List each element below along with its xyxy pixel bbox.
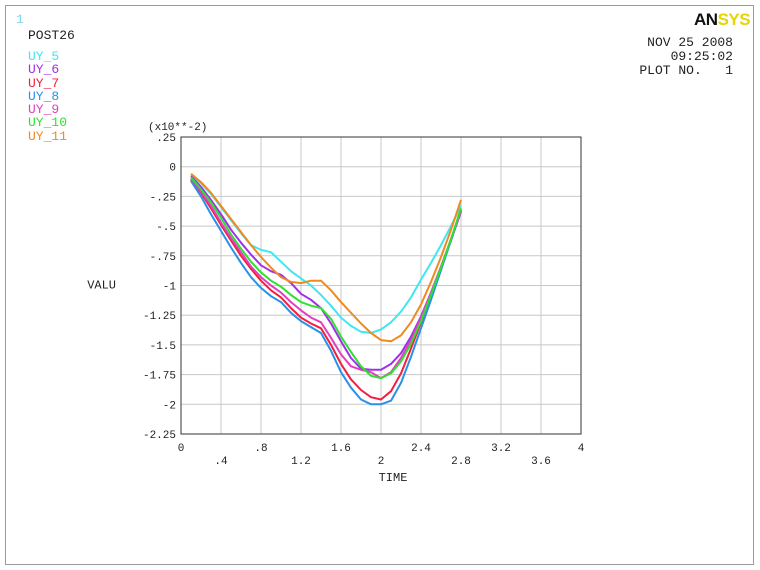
y-tick-label: -.5 <box>156 222 176 234</box>
legend-entry-uy-11: UY_11 <box>28 128 68 144</box>
y-tick-label: -2.25 <box>143 430 176 442</box>
x-tick-label: 3.2 <box>491 443 511 455</box>
y-tick-label: -1.5 <box>150 341 176 353</box>
series-line-uy-8 <box>190 180 462 406</box>
y-tick-label: -.25 <box>150 192 176 204</box>
logo-part-an: AN <box>694 10 718 29</box>
line-chart: .250-.25-.5-.75-1-1.25-1.5-1.75-2-2.250.… <box>87 122 585 485</box>
x-tick-label: 1.2 <box>291 456 311 468</box>
x-tick-label: .8 <box>254 443 267 455</box>
x-axis-title: TIME <box>379 471 408 485</box>
logo-part-sys: SYS <box>717 10 751 29</box>
legend: UY_5 UY_6 UY_7 UY_8 UY_9 UY_10 UY_11 <box>28 50 67 143</box>
legend-entry-uy-7: UY_7 <box>28 75 60 91</box>
y-multiplier-label: (x10**-2) <box>148 122 207 134</box>
plot-info: NOV 25 2008 09:25:02 PLOT NO. 1 <box>639 36 733 78</box>
x-tick-label: 2.4 <box>411 443 431 455</box>
y-tick-label: -1.25 <box>143 311 176 323</box>
y-tick-label: -.75 <box>150 252 176 264</box>
y-tick-label: -1.75 <box>143 371 176 383</box>
y-tick-label: -2 <box>163 400 176 412</box>
plot-time: 09:25:02 <box>670 49 733 64</box>
post-title: POST26 <box>28 28 75 43</box>
plot-date: NOV 25 2008 <box>647 35 733 50</box>
series-line-uy-10 <box>190 176 462 380</box>
y-tick-label: -1 <box>163 282 177 294</box>
x-tick-label: 0 <box>178 443 185 455</box>
legend-entry-uy-9: UY_9 <box>28 102 60 118</box>
legend-entry-uy-6: UY_6 <box>28 62 60 78</box>
x-tick-label: 2.8 <box>451 456 471 468</box>
series-line-uy-9 <box>190 177 462 380</box>
plot-border <box>180 136 582 435</box>
x-tick-label: 3.6 <box>531 456 551 468</box>
y-tick-label: 0 <box>169 163 176 175</box>
legend-entry-uy-5: UY_5 <box>28 49 60 64</box>
window-number: 1 <box>16 12 24 27</box>
x-tick-label: 1.6 <box>331 443 351 455</box>
y-tick-label: .25 <box>156 133 176 145</box>
x-tick-label: 2 <box>378 456 385 468</box>
x-tick-label: .4 <box>214 456 228 468</box>
x-tick-label: 4 <box>578 443 585 455</box>
series-line-uy-11 <box>190 173 462 343</box>
legend-entry-uy-10: UY_10 <box>28 115 68 131</box>
series-line-uy-7 <box>190 179 462 401</box>
ansys-logo: ANSYS <box>694 10 751 30</box>
y-axis-title: VALU <box>87 278 116 292</box>
plot-window: 1 POST26 UY_5 UY_6 UY_7 UY_8 UY_9 UY_10 UY_11 … <box>5 5 754 565</box>
legend-entry-uy-8: UY_8 <box>28 88 60 104</box>
plot-number: PLOT NO. 1 <box>639 63 733 78</box>
